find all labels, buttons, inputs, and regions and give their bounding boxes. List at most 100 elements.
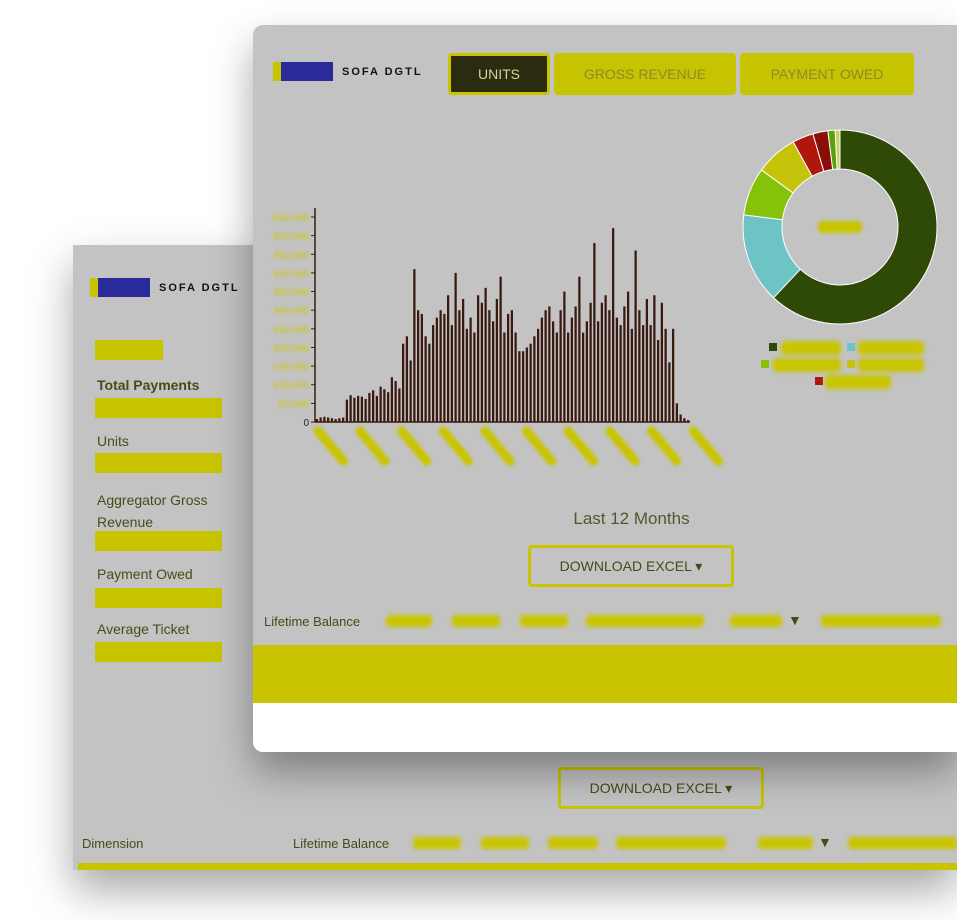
bar bbox=[443, 313, 446, 422]
header-cell: Lifetime Balance bbox=[293, 836, 390, 851]
sort-marker: ▼ bbox=[788, 612, 802, 628]
placeholder bbox=[95, 398, 222, 418]
bar bbox=[642, 325, 645, 422]
bar bbox=[372, 390, 375, 422]
bar bbox=[567, 332, 570, 422]
bar bbox=[454, 272, 457, 422]
x-label-blob bbox=[438, 426, 474, 466]
download-button[interactable]: DOWNLOAD EXCEL ▾ bbox=[558, 767, 764, 809]
x-label-blob bbox=[521, 426, 557, 466]
tab[interactable]: PAYMENT OWED bbox=[740, 53, 914, 95]
bar bbox=[439, 310, 442, 422]
y-tick-label: 400,000 bbox=[273, 269, 310, 280]
bar bbox=[409, 360, 412, 422]
blurred bbox=[481, 837, 529, 849]
bar bbox=[548, 306, 551, 422]
bar bbox=[462, 299, 465, 422]
y-tick-label: 50,000 bbox=[278, 399, 309, 410]
bar bbox=[334, 419, 337, 422]
bar bbox=[492, 321, 495, 422]
bar bbox=[327, 417, 330, 422]
x-label-blob bbox=[480, 426, 515, 466]
x-label-blob bbox=[313, 426, 349, 466]
bar bbox=[604, 295, 607, 422]
bar bbox=[668, 362, 671, 422]
bar bbox=[390, 377, 393, 422]
bar bbox=[634, 250, 637, 422]
legend-blob bbox=[773, 358, 841, 372]
donut-slice bbox=[834, 129, 841, 170]
bar bbox=[349, 395, 352, 422]
y-tick-label: 0 bbox=[303, 418, 309, 429]
bar bbox=[342, 417, 345, 422]
legend-blob bbox=[781, 341, 841, 355]
bar bbox=[495, 299, 498, 422]
y-tick-label: 200,000 bbox=[273, 343, 310, 354]
bar bbox=[402, 343, 405, 422]
center-label-blob bbox=[818, 221, 862, 233]
bar bbox=[387, 392, 390, 422]
bar bbox=[477, 295, 480, 422]
bar bbox=[522, 351, 525, 422]
placeholder bbox=[95, 340, 163, 360]
placeholder bbox=[95, 453, 222, 473]
sort-marker: ▼ bbox=[818, 834, 832, 850]
y-tick-label: 450,000 bbox=[273, 250, 310, 261]
bar bbox=[657, 340, 660, 422]
blurred bbox=[386, 615, 432, 627]
bar bbox=[597, 321, 600, 422]
placeholder bbox=[95, 588, 222, 608]
bar bbox=[578, 276, 581, 422]
bar bbox=[683, 418, 686, 422]
dimension: Dimension bbox=[82, 836, 144, 851]
y-tick-label: 150,000 bbox=[273, 362, 310, 373]
y-tick-label: 100,000 bbox=[273, 381, 310, 392]
bar bbox=[345, 399, 348, 422]
bar bbox=[514, 332, 517, 422]
donut-slice bbox=[772, 129, 938, 325]
bar bbox=[319, 417, 322, 422]
bar bbox=[480, 302, 483, 422]
tab[interactable]: GROSS REVENUE bbox=[554, 53, 736, 95]
bar bbox=[623, 306, 626, 422]
header-cell: Lifetime Balance bbox=[264, 614, 361, 629]
bar bbox=[507, 313, 510, 422]
legend-swatch bbox=[847, 360, 855, 368]
bar bbox=[687, 420, 690, 422]
item: Average Ticket bbox=[97, 621, 190, 637]
legend-swatch bbox=[769, 343, 777, 351]
bar bbox=[315, 419, 318, 422]
bar bbox=[405, 336, 408, 422]
blurred bbox=[586, 615, 704, 627]
bar bbox=[612, 228, 615, 422]
bar bbox=[679, 414, 682, 422]
bar bbox=[638, 310, 641, 422]
bar bbox=[653, 295, 656, 422]
bar bbox=[518, 351, 521, 422]
bar bbox=[675, 403, 678, 422]
legend-blob bbox=[858, 341, 924, 355]
bar bbox=[488, 310, 491, 422]
bar bbox=[323, 416, 326, 422]
bar bbox=[379, 386, 382, 422]
bar bbox=[555, 332, 558, 422]
bar bbox=[608, 310, 611, 422]
item: Payment Owed bbox=[97, 566, 193, 582]
bar bbox=[435, 317, 438, 422]
bar bbox=[458, 310, 461, 422]
bar bbox=[589, 302, 592, 422]
bar bbox=[533, 336, 536, 422]
bar bbox=[529, 343, 532, 422]
tab[interactable]: UNITS bbox=[448, 53, 550, 95]
download-button[interactable]: DOWNLOAD EXCEL ▾ bbox=[528, 545, 734, 587]
y-tick-label: 300,000 bbox=[273, 306, 310, 317]
item: Aggregator Gross Revenue bbox=[97, 492, 208, 530]
legend-swatch bbox=[815, 377, 823, 385]
bar bbox=[600, 302, 603, 422]
bar bbox=[469, 317, 472, 422]
period: Last 12 Months bbox=[573, 509, 690, 528]
x-label-blob bbox=[563, 426, 599, 466]
bar bbox=[473, 332, 476, 422]
bar bbox=[672, 328, 675, 422]
